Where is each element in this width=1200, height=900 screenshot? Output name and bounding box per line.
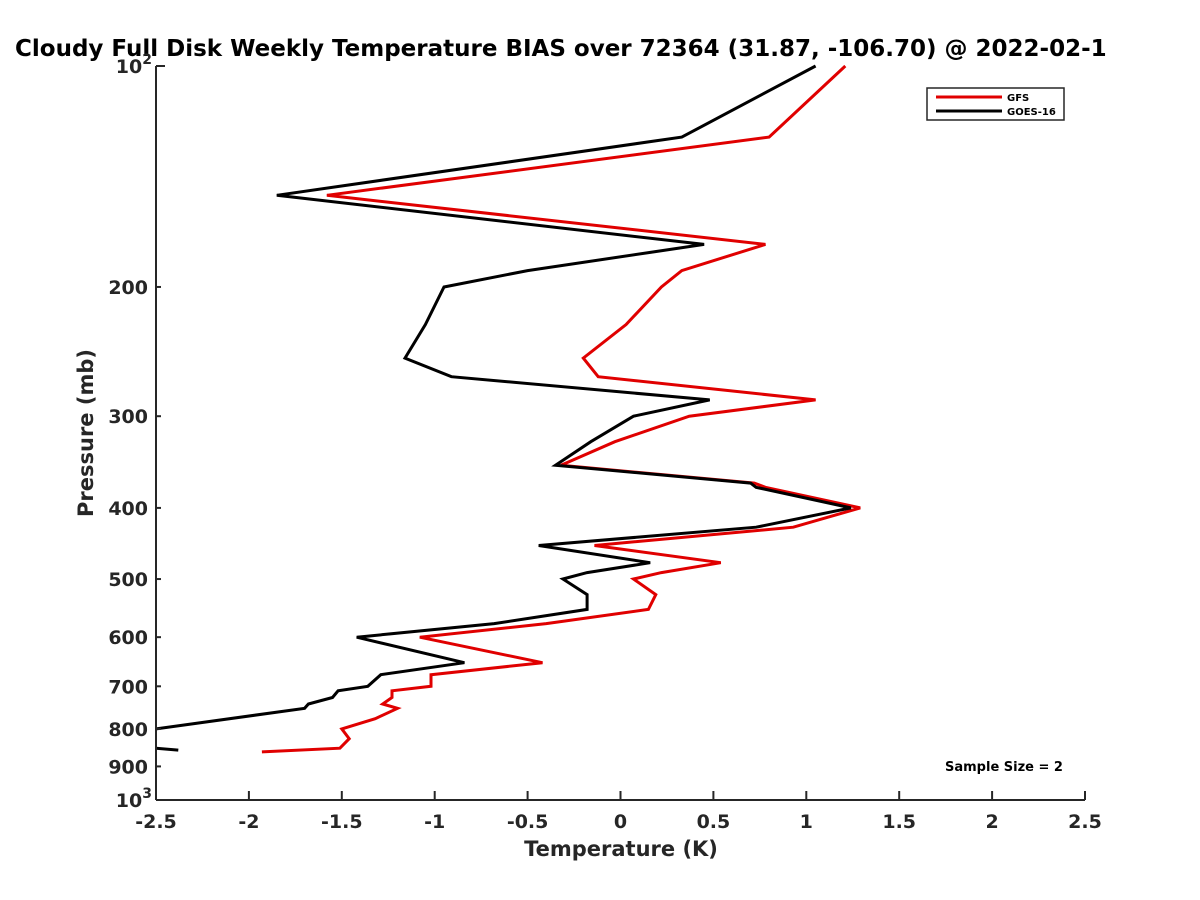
x-tick-label: 2.5 — [1068, 811, 1102, 833]
x-tick-label: -2 — [238, 811, 259, 833]
y-tick-label: 102 — [116, 52, 152, 78]
legend-box — [926, 87, 1065, 121]
x-tick-label: 1 — [800, 811, 813, 833]
y-tick-label: 700 — [108, 676, 148, 698]
y-tick-label: 500 — [108, 569, 148, 591]
legend-label-gfs: GFS — [1007, 93, 1029, 104]
y-tick-label: 400 — [108, 498, 148, 520]
x-tick-label: -1.5 — [321, 811, 363, 833]
y-tick-label: 103 — [116, 786, 152, 812]
legend: GFS GOES-16 — [926, 87, 1065, 121]
x-tick-label: 0 — [614, 811, 627, 833]
series-line-segment-2 — [156, 746, 179, 752]
x-tick-label: -0.5 — [507, 811, 549, 833]
y-axis-label: Pressure (mb) — [74, 349, 98, 517]
legend-label-goes-16: GOES-16 — [1007, 107, 1056, 118]
y-tick-label: 600 — [108, 627, 148, 649]
series-line-goes-16 — [156, 64, 852, 731]
x-tick-label: 0.5 — [697, 811, 731, 833]
chart-title: Cloudy Full Disk Weekly Temperature BIAS… — [15, 36, 1107, 62]
y-tick-label: 300 — [108, 406, 148, 428]
x-tick-label: -1 — [424, 811, 445, 833]
x-tick-label: -2.5 — [135, 811, 177, 833]
y-tick-label: 800 — [108, 719, 148, 741]
series-line-gfs — [261, 64, 861, 754]
plot-area — [156, 64, 861, 754]
x-tick-label: 2 — [985, 811, 998, 833]
y-tick-label: 200 — [108, 277, 148, 299]
sample-size-annotation: Sample Size = 2 — [945, 760, 1063, 775]
axes: -2.5 -2 -1.5 -1 -0.5 0 0.5 1 1.5 2 2.5 102 200 300 400… — [108, 52, 1102, 833]
x-axis-label: Temperature (K) — [524, 837, 718, 861]
y-tick-label: 900 — [108, 756, 148, 778]
x-tick-label: 1.5 — [882, 811, 916, 833]
